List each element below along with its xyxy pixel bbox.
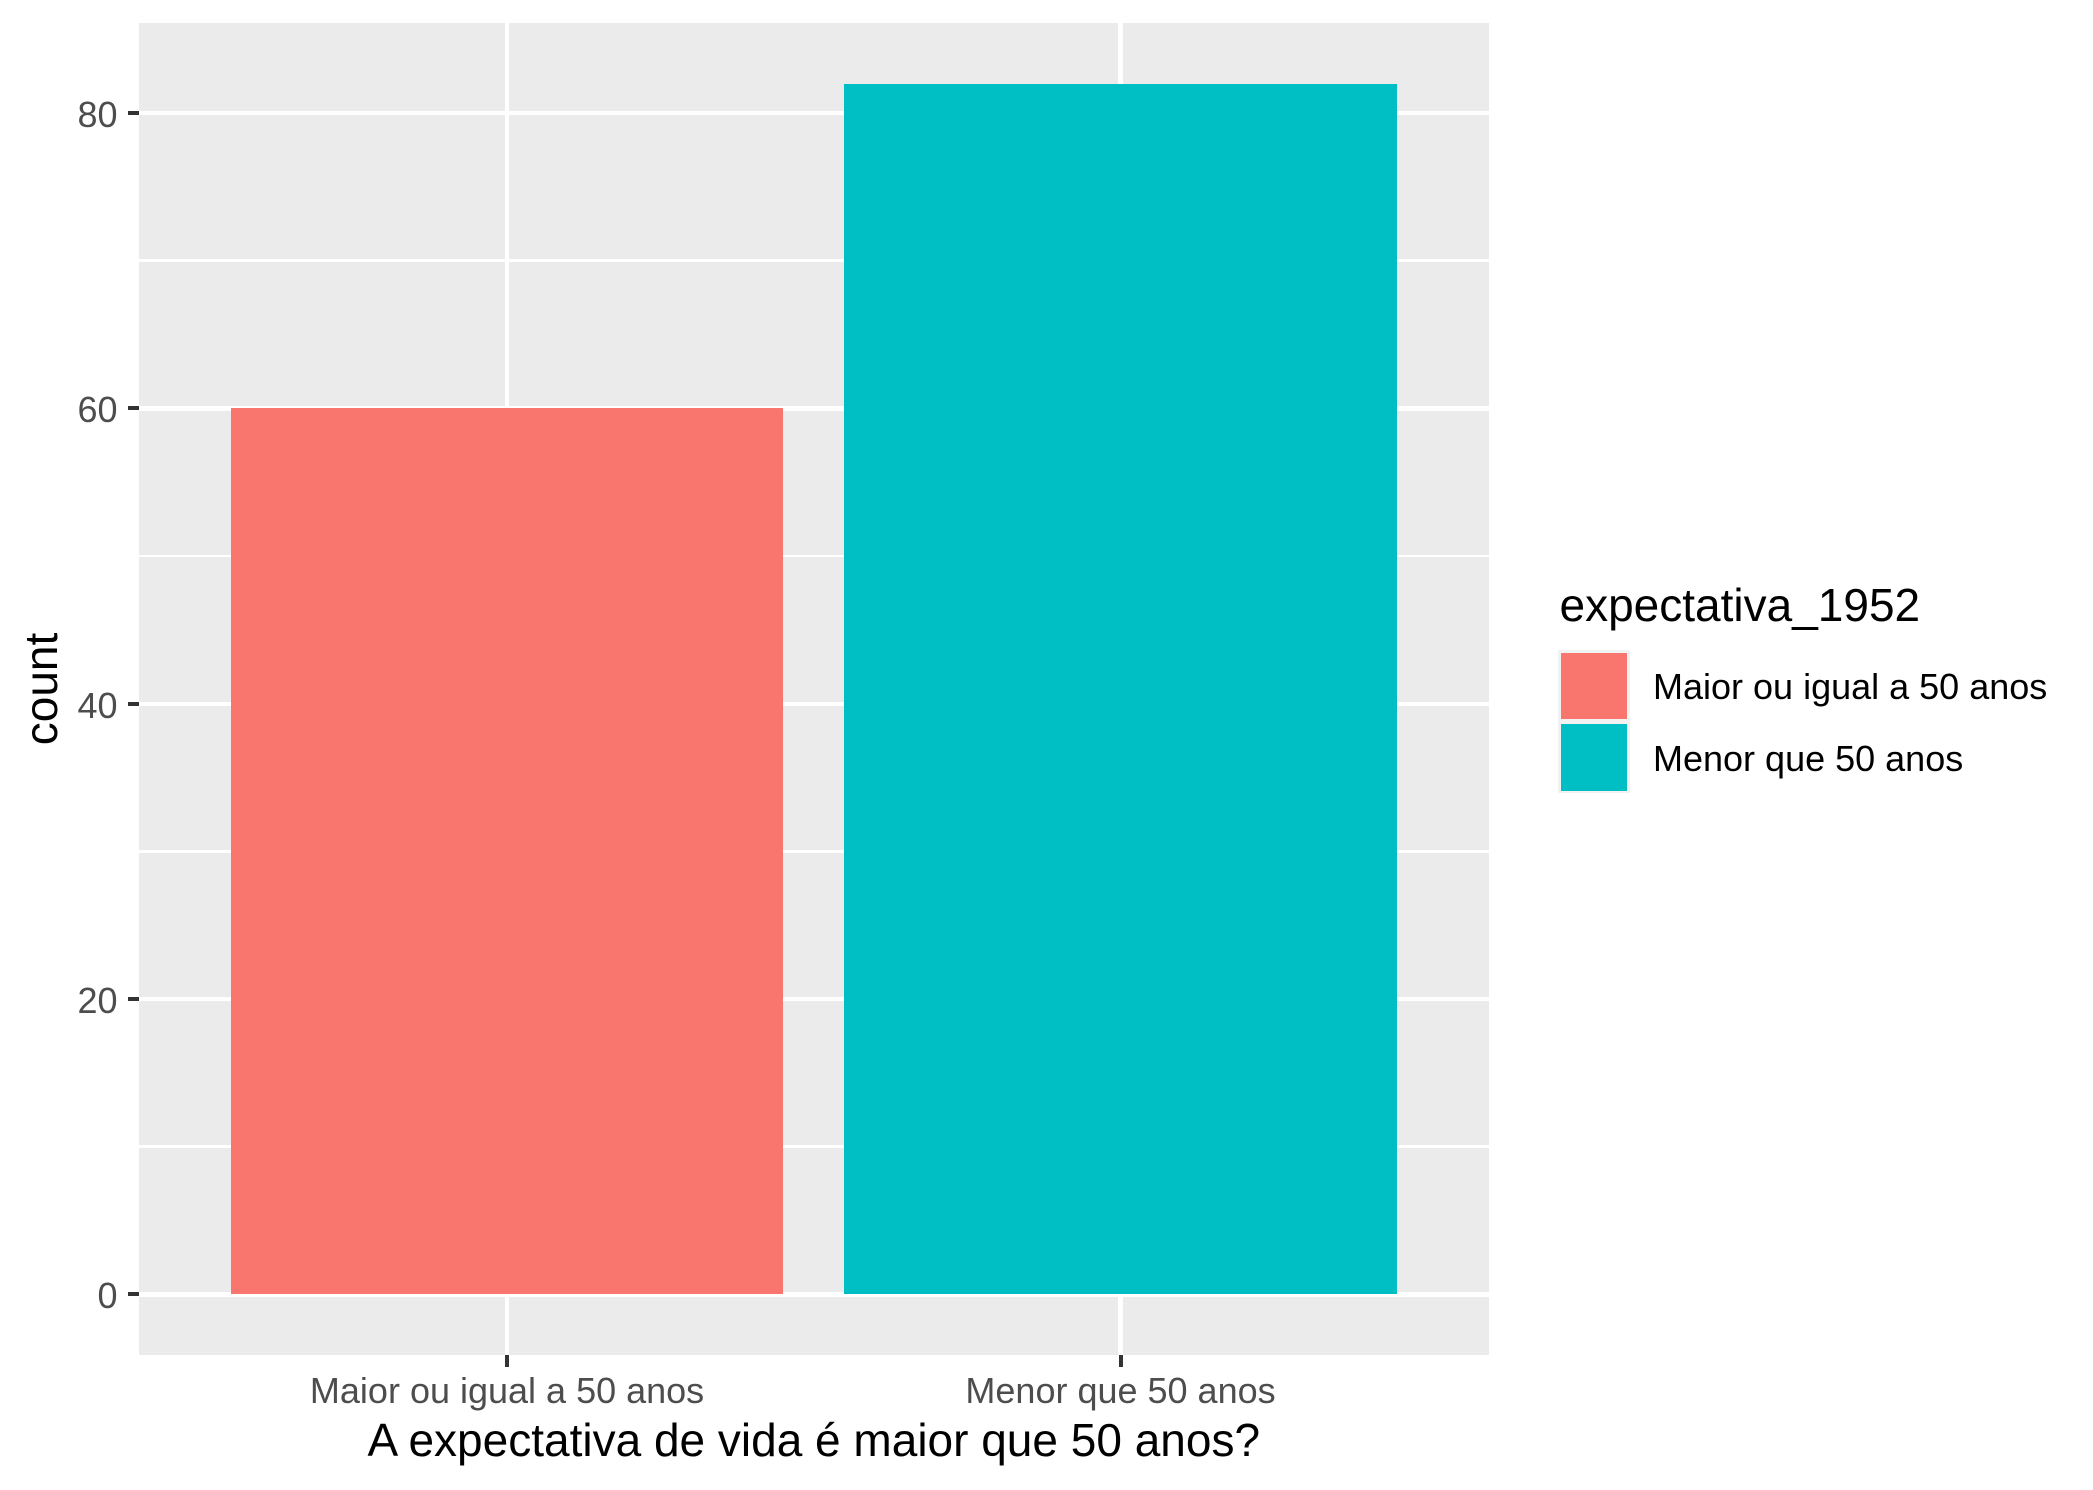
y-tick-mark-40	[127, 701, 139, 706]
y-tick-label-20: 20	[77, 980, 118, 1022]
gridline-minor-y-30	[139, 850, 1489, 853]
y-tick-mark-80	[127, 111, 139, 116]
y-axis-title: count	[15, 632, 67, 746]
gridline-minor-y-10	[139, 1145, 1489, 1149]
y-tick-label-0: 0	[97, 1275, 118, 1317]
bar-2	[844, 83, 1397, 1295]
legend-key-swatch-2	[1560, 724, 1627, 791]
y-tick-mark-20	[127, 997, 139, 1002]
legend-label-2: Menor que 50 anos	[1653, 737, 1964, 779]
legend-key-swatch-1	[1560, 652, 1627, 719]
gridline-major-y-80	[139, 110, 1489, 116]
y-tick-mark-0	[127, 1292, 139, 1297]
x-tick-mark-1	[505, 1355, 510, 1367]
y-tick-label-60: 60	[77, 389, 118, 431]
y-tick-label-80: 80	[77, 94, 118, 136]
legend-key-2	[1558, 721, 1630, 793]
gridline-major-y-60	[139, 406, 1489, 411]
y-tick-mark-60	[127, 406, 139, 411]
x-axis-title: A expectativa de vida é maior que 50 ano…	[367, 1414, 1261, 1466]
x-tick-label-1: Maior ou igual a 50 anos	[309, 1370, 705, 1411]
gridline-minor-y-50	[139, 554, 1489, 558]
gridline-major-y-0	[139, 1292, 1489, 1297]
gridline-major-y-20	[139, 996, 1489, 1002]
gridline-major-y-40	[139, 701, 1489, 707]
gridline-minor-y-70	[139, 259, 1489, 263]
bar-1	[231, 408, 784, 1295]
legend-label-1: Maior ou igual a 50 anos	[1653, 666, 2048, 708]
x-tick-mark-2	[1118, 1355, 1123, 1367]
y-tick-label-40: 40	[77, 684, 118, 726]
legend-key-1	[1558, 650, 1630, 722]
x-tick-label-2: Menor que 50 anos	[965, 1370, 1276, 1411]
legend-title: expectativa_1952	[1559, 579, 1921, 631]
